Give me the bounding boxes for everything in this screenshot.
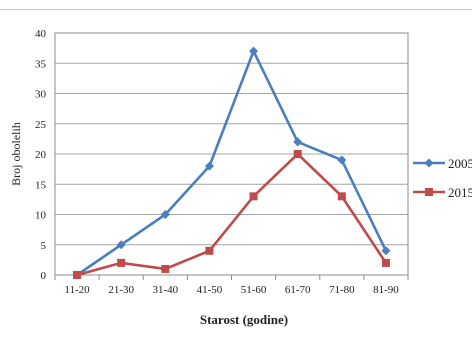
data-point-2005-51-60: [249, 46, 259, 56]
data-point-2015-41-50: [205, 246, 214, 255]
y-tick-label: 35: [35, 58, 47, 70]
data-point-2005-41-50: [204, 161, 214, 171]
data-point-2005-71-80: [337, 155, 347, 165]
data-point-2015-71-80: [337, 192, 346, 201]
data-point-2015-51-60: [249, 192, 258, 201]
y-tick-label: 40: [35, 28, 47, 40]
data-point-2015-31-40: [161, 264, 170, 273]
top-divider: [0, 9, 472, 10]
y-tick-label: 10: [35, 210, 47, 222]
legend-marker-2015: [425, 188, 433, 196]
data-point-2015-11-20: [73, 271, 82, 279]
legend-label-2005: 2005: [448, 156, 472, 171]
x-tick-label: 81-90: [373, 284, 399, 296]
y-tick-label: 20: [35, 149, 47, 161]
x-tick-label: 21-30: [108, 284, 134, 296]
axis-layer: 0 5 10 15 20 25 30 35 40 11-20 21-30 31-40 41-50 51-6…: [35, 28, 409, 296]
data-point-2005-81-90: [381, 246, 391, 256]
legend: 2005 2015: [413, 156, 472, 200]
series-layer: [72, 46, 391, 280]
series-line-2005: [76, 49, 388, 277]
y-axis-title: Broj obolelih: [9, 122, 23, 186]
data-point-2015-61-70: [293, 150, 302, 158]
legend-label-2015: 2015: [448, 185, 472, 200]
x-tick-label: 51-60: [241, 284, 267, 296]
y-tick-label: 5: [41, 240, 47, 252]
legend-marker-2005: [424, 158, 434, 168]
series-line-2015: [76, 152, 388, 277]
y-tick-label: 25: [35, 119, 47, 131]
y-tick-label: 30: [35, 89, 47, 101]
data-point-2015-21-30: [117, 258, 126, 267]
x-tick-label: 61-70: [285, 284, 311, 296]
y-tick-label: 0: [41, 270, 47, 282]
y-tick-label: 15: [35, 179, 47, 191]
data-point-2005-21-30: [116, 240, 126, 250]
x-tick-label: 71-80: [329, 284, 355, 296]
grid-layer: [54, 32, 409, 276]
x-tick-label: 31-40: [152, 284, 178, 296]
x-tick-label: 41-50: [197, 284, 223, 296]
x-axis-title: Starost (godine): [200, 312, 288, 327]
data-point-2005-31-40: [160, 210, 170, 219]
data-point-2015-81-90: [381, 258, 390, 267]
x-tick-label: 11-20: [64, 284, 90, 296]
data-point-2005-61-70: [293, 137, 303, 147]
